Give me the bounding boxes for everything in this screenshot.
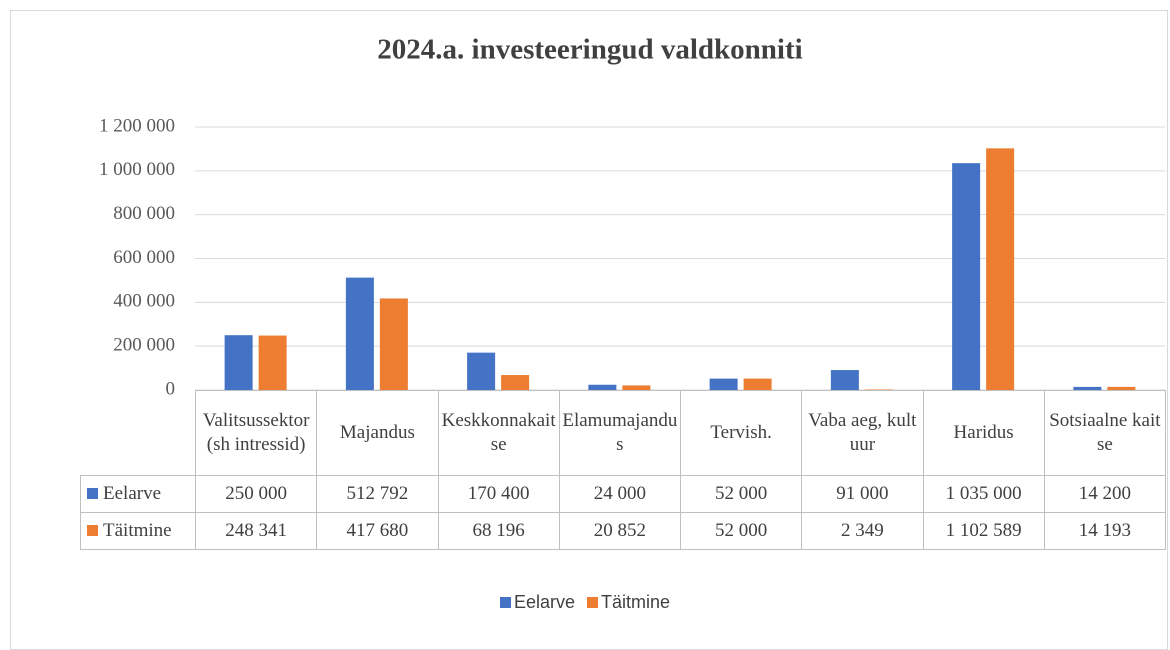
legend-swatch [87,488,98,499]
value-label: 170 400 [437,475,560,513]
page: {"chart_data": {"type": "bar", "title": … [0,10,1170,650]
legend-swatch [87,525,98,536]
bar [588,384,617,390]
bar [258,335,287,390]
legend-label: Täitmine [601,592,671,612]
legend: Eelarve Täitmine [0,592,1170,613]
legend-item: Täitmine [587,592,670,612]
table-corner [80,390,196,476]
value-label: 24 000 [558,475,682,513]
legend-swatch [587,597,598,608]
value-label: 1 035 000 [922,475,1045,513]
data-table: Valitsussektor (sh intressid) Majandus Kes… [80,390,1167,550]
bar [743,378,772,390]
category-label: Valitsussektor (sh intressid) [194,390,318,476]
y-tick-label: 0 [166,378,176,399]
series-row: Eelarve 250 000 512 792 170 400 24 000 52 000… [80,475,1167,513]
value-label: 91 000 [801,475,924,513]
bar [467,352,496,390]
value-label: 512 792 [316,475,439,513]
value-label: 52 000 [679,475,803,513]
value-label: 68 196 [437,512,560,550]
value-label: 1 102 589 [922,512,1045,550]
y-tick-label: 600 000 [113,247,175,268]
bar [952,163,981,390]
category-label: Elamumajandus [558,390,682,476]
bar [830,370,859,390]
series-key: Täitmine [80,512,196,550]
value-label: 14 193 [1043,512,1167,550]
legend-label: Eelarve [513,592,575,612]
category-label: Keskkonnakaitse [437,390,560,476]
category-row: Valitsussektor (sh intressid) Majandus Kes… [80,390,1167,476]
category-label: Sotsiaalne kaitse [1043,390,1167,476]
value-label: 248 341 [194,512,318,550]
bar [501,375,530,390]
series-name: Eelarve [103,483,162,504]
category-label: Haridus [922,390,1045,476]
value-label: 2 349 [801,512,924,550]
value-label: 14 200 [1043,475,1167,513]
y-tick-label: 1 200 000 [99,115,175,136]
category-label: Majandus [316,390,439,476]
y-tick-label: 1 000 000 [99,159,175,180]
y-tick-label: 400 000 [113,291,175,312]
bar [345,277,374,390]
bar [622,385,651,390]
bar [986,148,1015,390]
bar [864,389,893,390]
bar [224,335,253,390]
value-label: 52 000 [679,512,803,550]
value-label: 417 680 [316,512,439,550]
y-tick-label: 800 000 [113,203,175,224]
chart-title: 2024.a. investeeringud valdkonniti [377,34,802,66]
series-key: Eelarve [80,475,196,513]
value-label: 250 000 [194,475,318,513]
bar [709,378,738,390]
value-label: 20 852 [558,512,682,550]
category-label: Tervish. [679,390,803,476]
bar [1107,386,1136,390]
legend-swatch [499,597,511,608]
bar [1073,386,1102,390]
series-name: Täitmine [103,520,172,541]
legend-item: Eelarve [499,592,575,612]
y-tick-label: 200 000 [113,335,175,356]
bar [379,298,408,390]
category-label: Vaba aeg, kultuur [801,390,924,476]
series-row: Täitmine 248 341 417 680 68 196 20 852 52 000… [80,512,1167,550]
